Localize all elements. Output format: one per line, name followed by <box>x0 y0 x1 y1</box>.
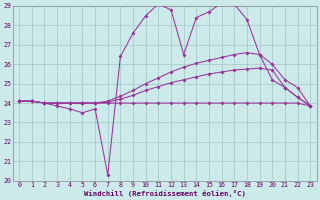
X-axis label: Windchill (Refroidissement éolien,°C): Windchill (Refroidissement éolien,°C) <box>84 190 246 197</box>
